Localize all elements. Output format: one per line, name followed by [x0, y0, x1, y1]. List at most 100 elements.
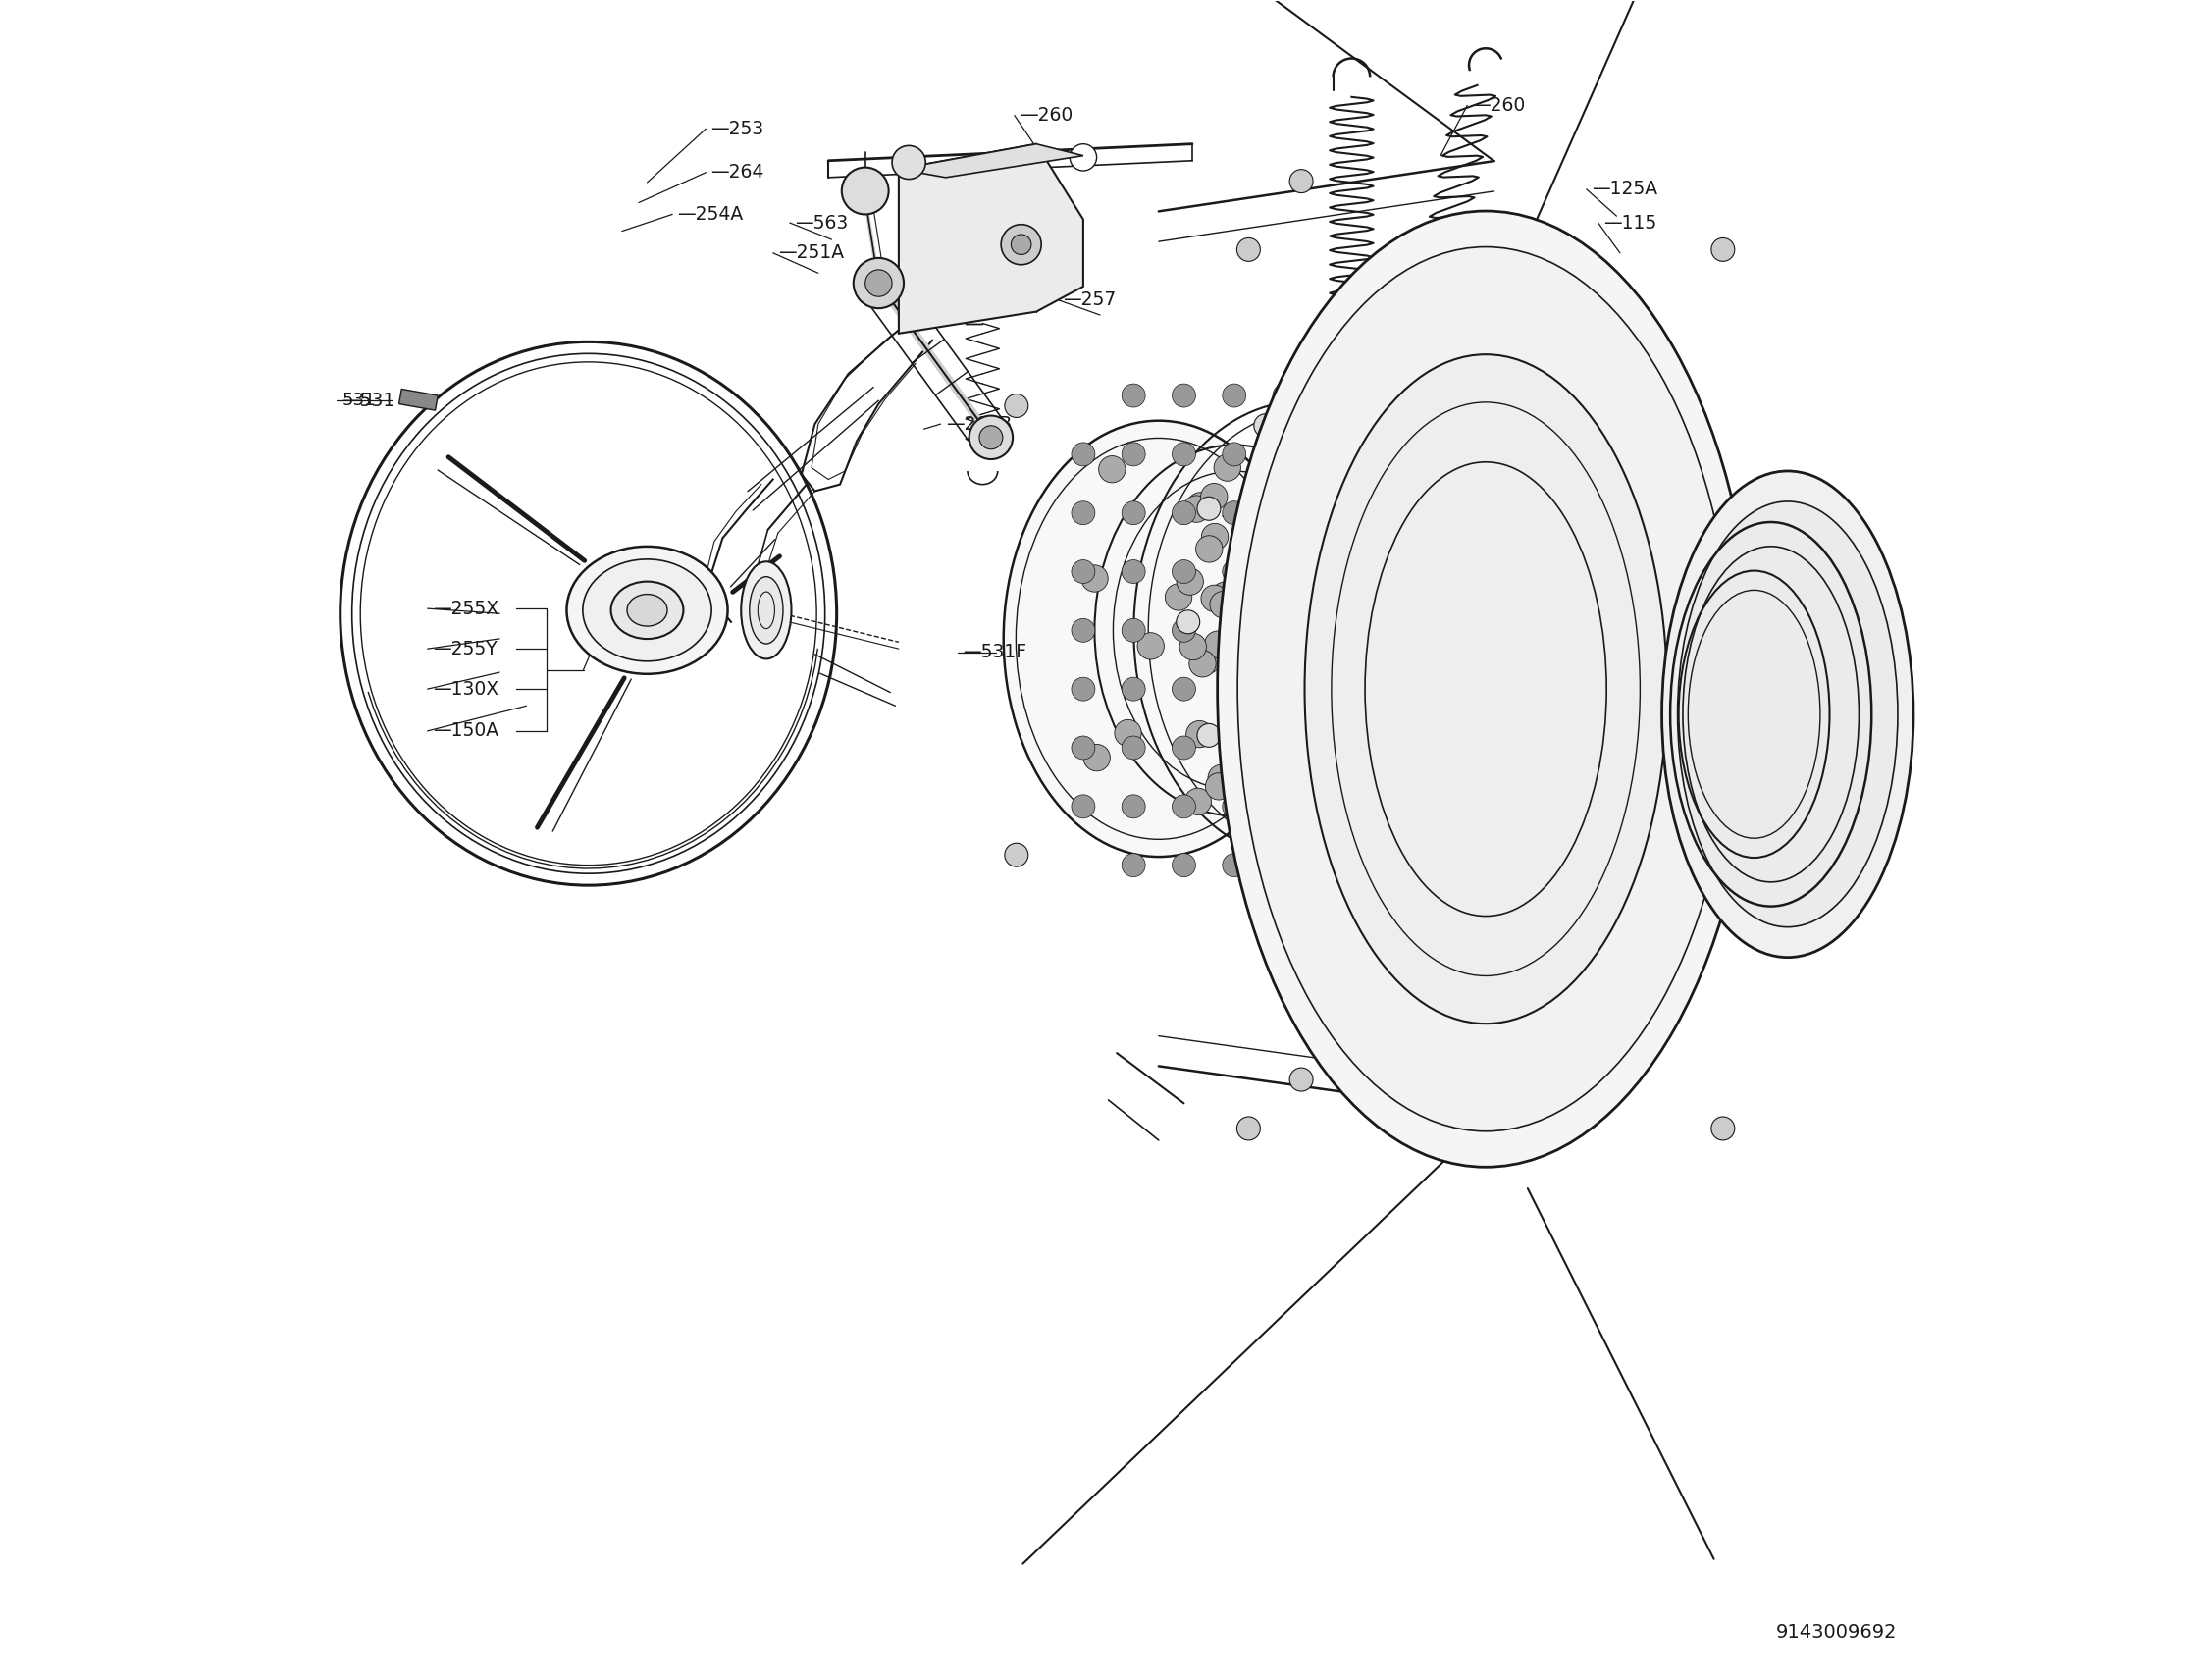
Circle shape: [1173, 442, 1195, 465]
Circle shape: [1274, 677, 1296, 701]
Circle shape: [1395, 586, 1423, 613]
Circle shape: [1298, 734, 1324, 761]
Text: —115: —115: [1604, 213, 1657, 232]
Circle shape: [1214, 454, 1241, 480]
Text: —531B: —531B: [1351, 711, 1417, 729]
Circle shape: [1228, 758, 1254, 785]
Circle shape: [1012, 235, 1032, 255]
Text: —531C: —531C: [957, 254, 1023, 272]
Circle shape: [854, 259, 904, 309]
Text: —531: —531: [341, 391, 396, 410]
Circle shape: [1098, 455, 1126, 482]
Bar: [398, 390, 438, 410]
Circle shape: [1201, 484, 1228, 511]
Circle shape: [1250, 610, 1278, 637]
Polygon shape: [900, 144, 1082, 178]
Circle shape: [1173, 736, 1195, 759]
Circle shape: [1274, 736, 1296, 759]
Circle shape: [1223, 383, 1245, 407]
Circle shape: [1236, 239, 1261, 262]
Text: 531: 531: [341, 391, 376, 410]
Circle shape: [1274, 442, 1296, 465]
Circle shape: [979, 425, 1003, 449]
Text: —531D: —531D: [1234, 496, 1302, 514]
Circle shape: [1322, 559, 1346, 583]
Circle shape: [1575, 395, 1597, 418]
Circle shape: [1252, 494, 1278, 521]
Circle shape: [1173, 501, 1195, 524]
Circle shape: [1274, 853, 1296, 877]
Circle shape: [891, 146, 926, 180]
Circle shape: [1122, 795, 1146, 818]
Ellipse shape: [612, 581, 684, 638]
Circle shape: [1274, 559, 1296, 583]
Circle shape: [1137, 633, 1164, 660]
Text: —130X: —130X: [433, 680, 499, 699]
Circle shape: [1322, 736, 1346, 759]
Circle shape: [1173, 795, 1195, 818]
Circle shape: [1173, 559, 1195, 583]
Circle shape: [1188, 650, 1217, 677]
Circle shape: [1258, 586, 1285, 613]
Circle shape: [1195, 647, 1221, 674]
Circle shape: [1223, 736, 1245, 759]
Circle shape: [1166, 583, 1192, 610]
Circle shape: [1223, 442, 1245, 465]
Circle shape: [1223, 559, 1245, 583]
Ellipse shape: [583, 559, 711, 662]
Circle shape: [1212, 581, 1239, 608]
Circle shape: [1331, 837, 1355, 860]
Ellipse shape: [1679, 501, 1899, 927]
Text: —150A: —150A: [433, 722, 499, 741]
Text: —254A: —254A: [678, 205, 744, 223]
Circle shape: [1206, 773, 1232, 800]
Circle shape: [970, 415, 1012, 459]
Circle shape: [1122, 736, 1146, 759]
Circle shape: [1285, 593, 1311, 620]
Circle shape: [1173, 383, 1195, 407]
Circle shape: [1243, 575, 1269, 601]
Circle shape: [1373, 618, 1397, 642]
Text: —150: —150: [1595, 711, 1648, 729]
Circle shape: [1197, 536, 1223, 563]
Text: —563: —563: [794, 213, 847, 232]
Circle shape: [1373, 697, 1399, 724]
Circle shape: [1373, 677, 1397, 701]
Circle shape: [1373, 559, 1397, 583]
Ellipse shape: [1003, 420, 1313, 857]
Ellipse shape: [1305, 354, 1668, 1023]
Circle shape: [1274, 795, 1296, 818]
Text: —130: —130: [1562, 633, 1615, 652]
Circle shape: [1184, 496, 1210, 522]
Polygon shape: [900, 144, 1082, 333]
Circle shape: [1362, 652, 1388, 679]
Circle shape: [1201, 585, 1228, 612]
Circle shape: [1368, 543, 1397, 570]
Circle shape: [1228, 675, 1254, 702]
Ellipse shape: [1239, 247, 1734, 1131]
Circle shape: [1373, 795, 1397, 818]
Circle shape: [1005, 395, 1027, 418]
Circle shape: [865, 270, 891, 297]
Circle shape: [1575, 843, 1597, 867]
Circle shape: [1289, 170, 1313, 193]
Circle shape: [1203, 632, 1232, 659]
Ellipse shape: [750, 576, 783, 643]
Circle shape: [1289, 529, 1316, 556]
Circle shape: [1291, 696, 1318, 722]
Circle shape: [1179, 633, 1206, 660]
Text: —257: —257: [1063, 291, 1115, 309]
Circle shape: [1239, 566, 1265, 593]
Circle shape: [1208, 764, 1234, 791]
Circle shape: [1322, 795, 1346, 818]
Circle shape: [1712, 1117, 1734, 1141]
Circle shape: [1223, 677, 1245, 701]
Circle shape: [1408, 806, 1432, 830]
Circle shape: [1069, 144, 1096, 171]
Text: —257A: —257A: [1690, 808, 1756, 828]
Circle shape: [1322, 383, 1346, 407]
Circle shape: [1465, 497, 1489, 521]
Text: 9143009692: 9143009692: [1775, 1623, 1896, 1641]
Circle shape: [1322, 618, 1346, 642]
Text: —251A: —251A: [779, 244, 845, 262]
